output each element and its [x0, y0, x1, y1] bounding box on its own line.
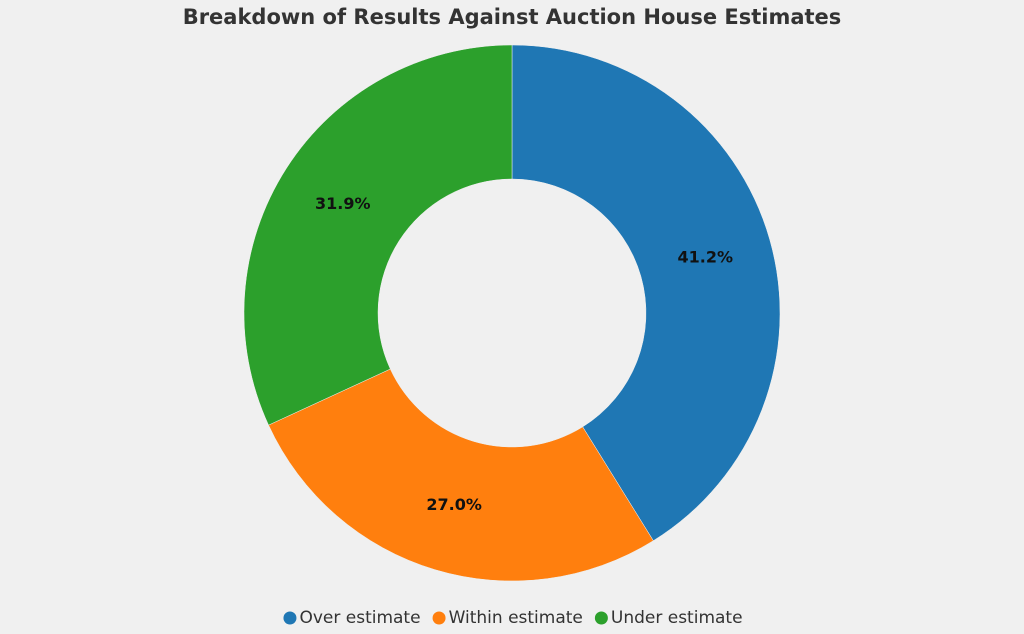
legend-label: Over estimate — [299, 608, 420, 628]
value-label: 27.0% — [426, 495, 482, 514]
chart-title: Breakdown of Results Against Auction Hou… — [183, 5, 842, 29]
value-label: 31.9% — [315, 194, 371, 213]
legend-label: Within estimate — [449, 608, 583, 628]
value-label: 41.2% — [678, 247, 734, 266]
legend-marker — [283, 611, 297, 625]
donut-slice — [243, 44, 513, 426]
legend-marker — [432, 611, 446, 625]
legend-marker — [594, 611, 608, 625]
legend-label: Under estimate — [611, 608, 743, 628]
donut-slice — [268, 368, 654, 582]
